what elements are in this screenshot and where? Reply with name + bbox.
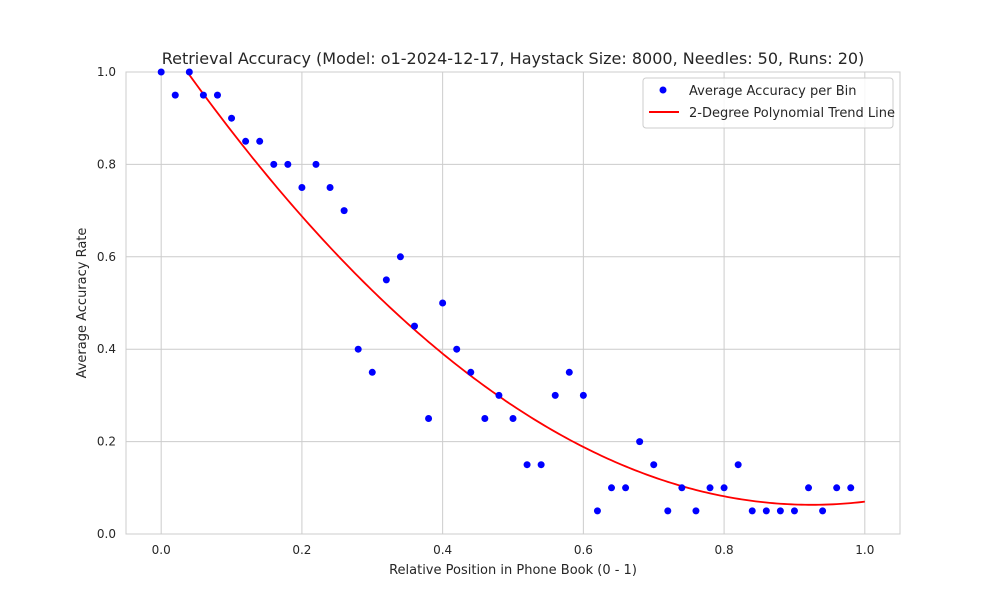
data-point — [171, 91, 179, 99]
data-point — [565, 368, 573, 376]
data-point — [537, 461, 545, 469]
x-axis-label: Relative Position in Phone Book (0 - 1) — [389, 563, 637, 578]
plot-area — [126, 72, 900, 534]
y-tick-labels: 0.0 0.2 0.4 0.6 0.8 1.0 — [97, 65, 116, 541]
data-point — [692, 507, 700, 515]
y-tick-label: 1.0 — [97, 65, 116, 79]
data-point — [199, 91, 207, 99]
data-point — [805, 484, 813, 492]
y-tick-label: 0.4 — [97, 342, 116, 356]
scatter-points — [157, 68, 855, 515]
data-point — [551, 391, 559, 399]
data-point — [776, 507, 784, 515]
data-point — [326, 184, 334, 191]
data-point — [748, 507, 756, 515]
data-point — [847, 484, 855, 492]
y-tick-label: 0.6 — [97, 250, 116, 264]
data-point — [678, 484, 686, 492]
data-point — [664, 507, 672, 515]
data-point — [453, 345, 461, 353]
data-point — [819, 507, 827, 515]
data-point — [608, 484, 616, 492]
x-tick-label: 0.6 — [574, 543, 593, 557]
plot-frame — [125, 71, 901, 535]
data-point — [790, 507, 798, 515]
data-point — [270, 160, 278, 168]
x-tick-label: 1.0 — [855, 543, 874, 557]
data-point — [298, 184, 306, 191]
data-point — [509, 415, 517, 422]
legend-label-trend: 2-Degree Polynomial Trend Line — [689, 106, 895, 121]
data-point — [720, 484, 728, 492]
data-point — [354, 345, 362, 353]
data-point — [340, 207, 348, 215]
data-point — [157, 68, 165, 76]
trend-line — [186, 72, 865, 506]
data-point — [425, 415, 433, 422]
legend-box — [642, 77, 894, 129]
y-tick-label: 0.2 — [97, 435, 116, 449]
chart-title: Retrieval Accuracy (Model: o1-2024-12-17… — [162, 49, 865, 68]
data-point — [284, 160, 292, 168]
plot-border — [125, 71, 901, 535]
y-axis-label: Average Accuracy Rate — [75, 228, 90, 379]
trend-line-layer — [186, 72, 865, 506]
data-point — [368, 368, 376, 376]
legend: Average Accuracy per Bin 2-Degree Polyno… — [642, 77, 895, 129]
x-tick-label: 0.0 — [152, 543, 171, 557]
y-tick-label: 0.8 — [97, 157, 116, 171]
x-tick-label: 0.4 — [433, 543, 452, 557]
data-point — [256, 137, 264, 145]
legend-scatter-marker — [659, 86, 667, 94]
data-point — [410, 322, 418, 330]
data-point — [396, 253, 404, 261]
data-point — [467, 368, 475, 376]
x-tick-labels: 0.0 0.2 0.4 0.6 0.8 1.0 — [152, 543, 875, 557]
data-point — [579, 391, 587, 399]
data-point — [495, 391, 503, 399]
data-point — [622, 484, 630, 492]
data-point — [833, 484, 841, 492]
data-point — [593, 507, 601, 515]
data-point — [523, 461, 531, 469]
y-tick-label: 0.0 — [97, 527, 116, 541]
data-point — [636, 438, 644, 446]
data-point — [762, 507, 770, 515]
legend-label-scatter: Average Accuracy per Bin — [689, 84, 857, 99]
data-point — [185, 68, 193, 76]
x-tick-label: 0.8 — [715, 543, 734, 557]
data-point — [650, 461, 658, 469]
data-point — [481, 415, 489, 422]
data-point — [213, 91, 221, 99]
x-tick-label: 0.2 — [292, 543, 311, 557]
data-point — [382, 276, 390, 284]
data-point — [734, 461, 742, 469]
data-point — [706, 484, 714, 492]
data-point — [439, 299, 447, 307]
data-point — [242, 137, 250, 145]
data-point — [312, 160, 320, 168]
data-point — [228, 114, 236, 122]
